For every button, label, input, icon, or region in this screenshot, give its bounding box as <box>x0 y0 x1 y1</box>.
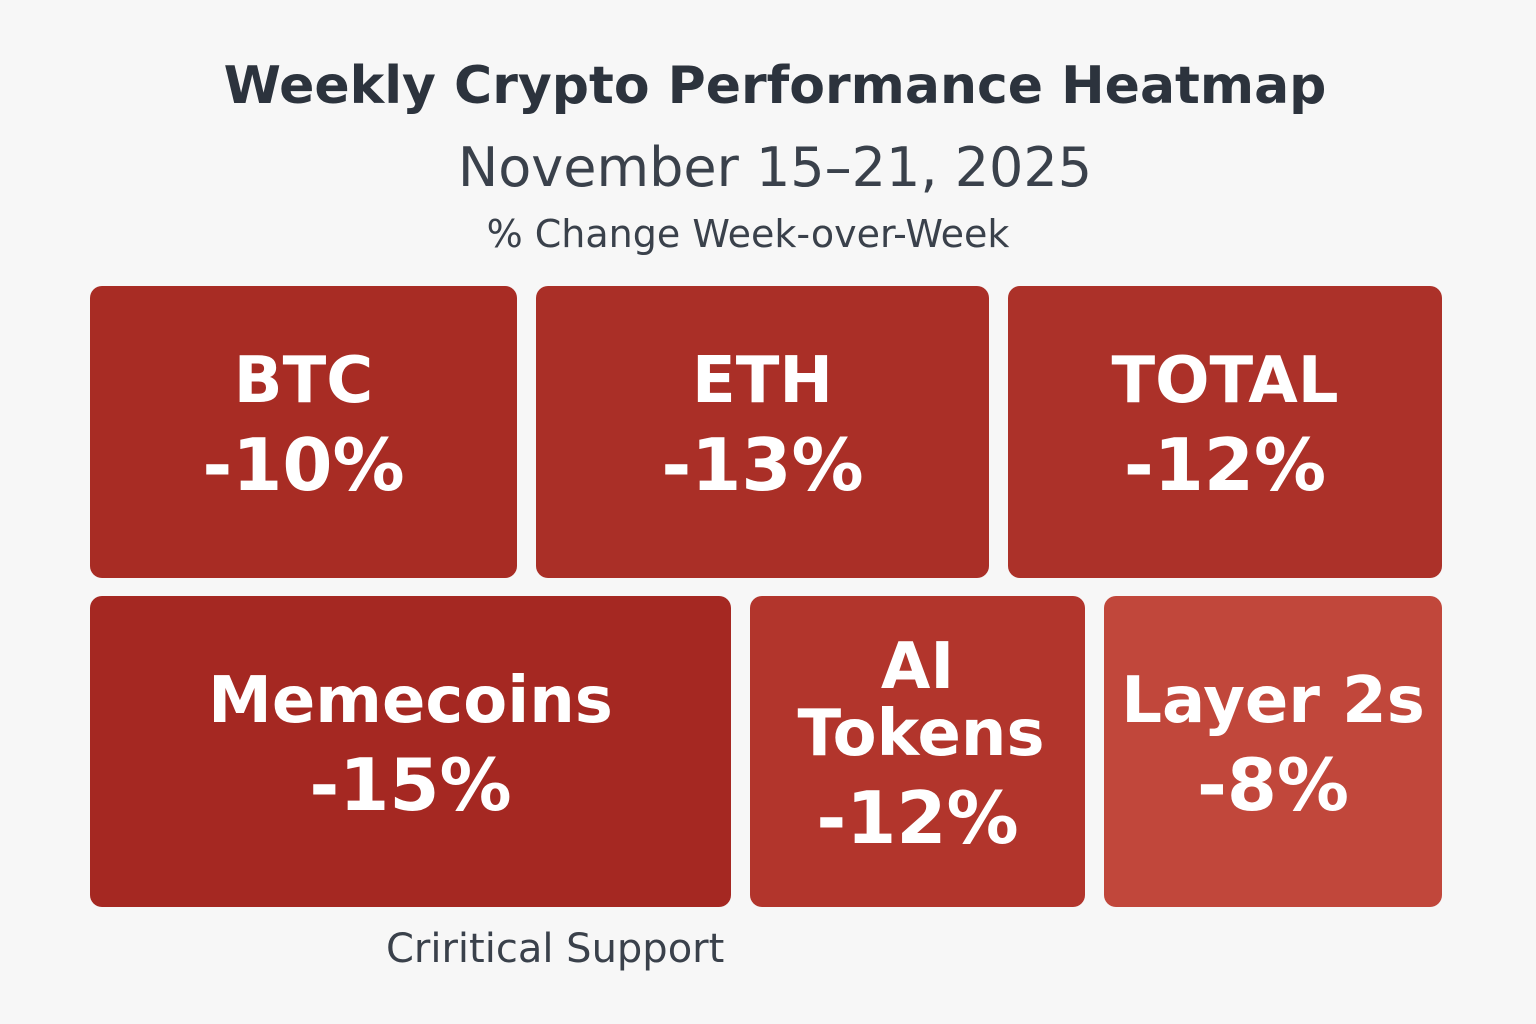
tile-value: -13% <box>661 423 864 508</box>
tile-value: -12% <box>816 776 1019 861</box>
annotation: Criritical Support <box>386 926 725 972</box>
tile-label: TOTAL <box>1111 344 1339 418</box>
tile-label: BTC <box>233 344 374 418</box>
tile-label: Layer 2s <box>1121 663 1425 738</box>
tile-label: ETH <box>692 344 833 418</box>
heatmap-tile: TOTAL -12% <box>1008 286 1442 578</box>
tile-value: -12% <box>1123 423 1327 508</box>
tile-label: AI Tokens <box>797 629 1045 772</box>
tile-value: -10% <box>202 423 405 508</box>
heatmap-tile: ETH -13% <box>536 286 989 578</box>
heatmap-tile: AI Tokens -12% <box>750 596 1085 907</box>
heatmap-tile: Layer 2s -8% <box>1104 596 1442 907</box>
chart-subtitle: November 15–21, 2025 <box>457 136 1093 199</box>
heatmap-tile: Memecoins -15% <box>90 596 731 907</box>
tile-value: -8% <box>1196 742 1350 827</box>
heatmap-tile: BTC -10% <box>90 286 517 578</box>
tile-value: -15% <box>309 742 512 827</box>
tile-label: Memecoins <box>208 663 613 738</box>
value-label-caption: % Change Week-over-Week <box>486 212 1010 256</box>
chart-title: Weekly Crypto Performance Heatmap <box>223 56 1327 116</box>
